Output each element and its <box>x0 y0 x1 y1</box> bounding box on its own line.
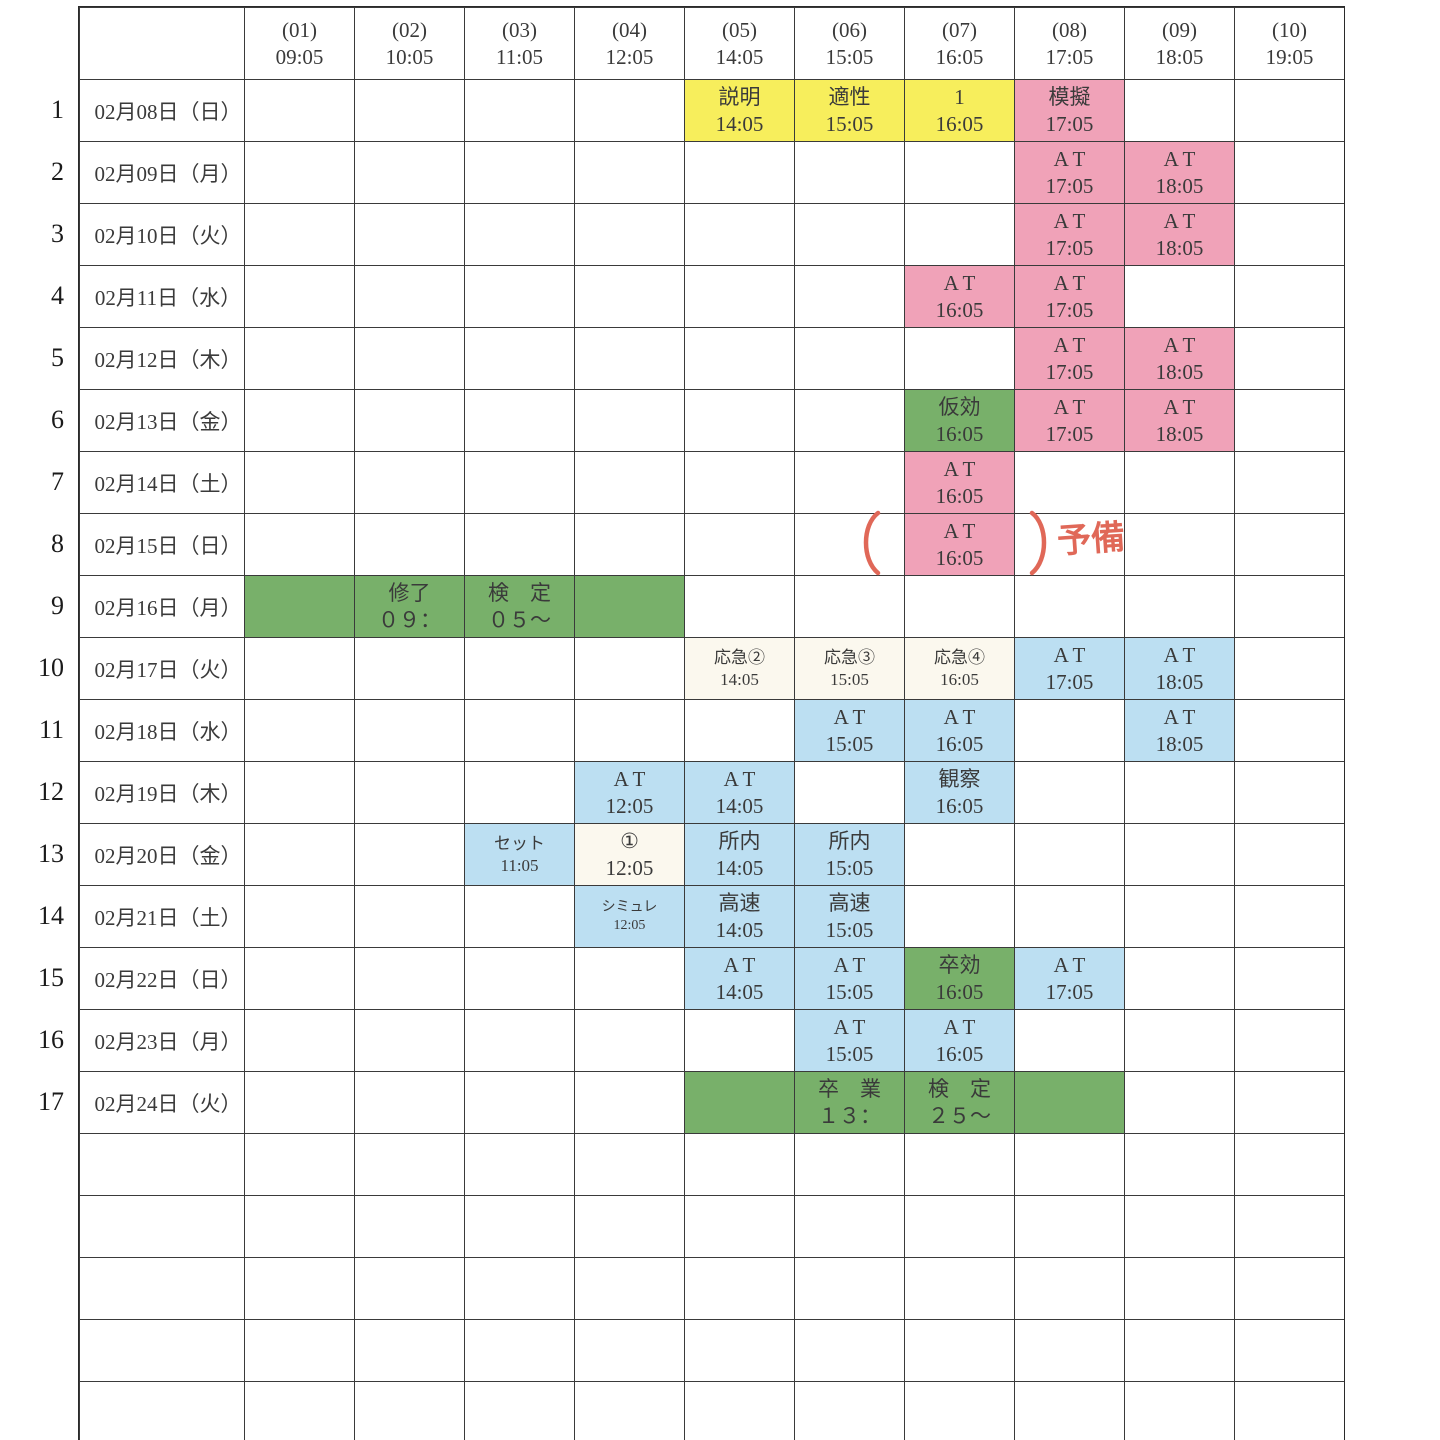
svg-text:予備: 予備 <box>1056 518 1126 561</box>
